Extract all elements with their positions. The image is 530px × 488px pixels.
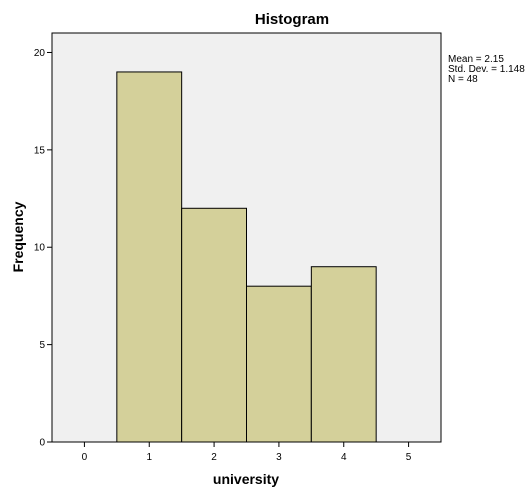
x-tick-label-5: 5 bbox=[406, 452, 412, 463]
histogram-bar-1 bbox=[116, 71, 183, 443]
y-tick-label-10: 10 bbox=[34, 243, 46, 254]
stats-n: N = 48 bbox=[448, 74, 478, 85]
x-tick-label-0: 0 bbox=[82, 452, 88, 463]
y-tick-label-20: 20 bbox=[34, 48, 46, 59]
x-axis-ticks: 0 1 2 3 4 5 bbox=[82, 442, 412, 463]
stats-std-dev: Std. Dev. = 1.148 bbox=[448, 64, 525, 75]
histogram-bar-3 bbox=[246, 285, 312, 443]
stats-mean: Mean = 2.15 bbox=[448, 54, 504, 65]
histogram-bar-4 bbox=[310, 266, 377, 443]
x-axis-label: university bbox=[213, 471, 279, 487]
y-tick-label-0: 0 bbox=[39, 438, 45, 449]
y-tick-label-15: 15 bbox=[34, 145, 46, 156]
x-tick-label-4: 4 bbox=[341, 452, 347, 463]
chart-title: Histogram bbox=[255, 11, 329, 28]
x-tick-label-2: 2 bbox=[211, 452, 217, 463]
histogram-bar-2 bbox=[181, 207, 248, 443]
y-axis-label: Frequency bbox=[10, 201, 26, 272]
x-tick-label-3: 3 bbox=[276, 452, 282, 463]
y-axis-ticks: 0 5 10 15 20 bbox=[34, 48, 52, 449]
y-tick-label-5: 5 bbox=[39, 340, 45, 351]
bars-group bbox=[116, 71, 377, 443]
x-tick-label-1: 1 bbox=[146, 452, 152, 463]
stats-legend: Mean = 2.15 Std. Dev. = 1.148 N = 48 bbox=[448, 54, 525, 85]
